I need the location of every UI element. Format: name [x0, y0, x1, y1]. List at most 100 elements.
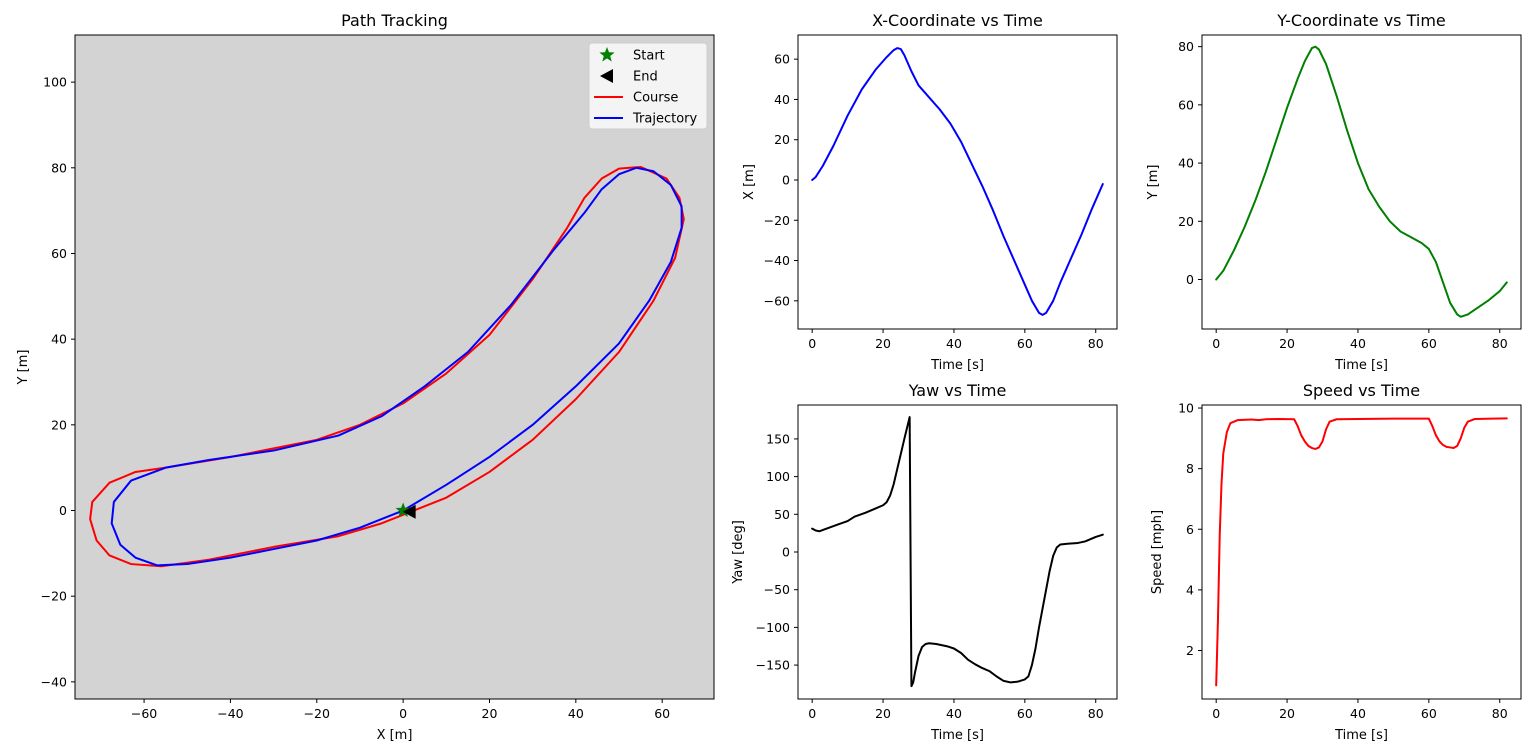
x-tick-label: 20	[875, 336, 891, 351]
x-axis-label: Time [s]	[930, 358, 984, 373]
x-tick-label: 40	[1350, 706, 1366, 721]
y-tick-label: 8	[1186, 461, 1194, 476]
y-tick-label: 40	[1178, 156, 1194, 171]
x-tick-label: 80	[1492, 336, 1508, 351]
legend: Start End Course Trajectory	[588, 42, 708, 130]
y-axis-label: X [m]	[742, 164, 757, 200]
y-tick-label: 0	[59, 503, 67, 518]
x-tick-label: 0	[808, 336, 816, 351]
plot-frame	[74, 34, 715, 700]
chart-speed: 0 20 40 60 80 2 4 6 8 10 Speed vs Time Time [s] Spee…	[1150, 381, 1522, 743]
y-tick-label: −20	[41, 589, 67, 604]
x-tick-label: 60	[1017, 706, 1033, 721]
x-tick-label: 80	[1088, 706, 1104, 721]
series-line-speed	[1215, 417, 1508, 687]
y-tick-label: 150	[766, 431, 790, 446]
y-tick-label: 40	[774, 92, 790, 107]
y-tick-label: 50	[774, 507, 790, 522]
legend-label-course: Course	[633, 91, 678, 106]
y-tick-label: 80	[1178, 39, 1194, 54]
plot-frame	[1201, 404, 1522, 700]
y-tick-label: −40	[41, 674, 67, 689]
x-axis-label: Time [s]	[930, 728, 984, 743]
marker-start	[395, 502, 411, 517]
x-tick-label: 40	[1350, 336, 1366, 351]
legend-label-trajectory: Trajectory	[632, 112, 697, 127]
x-axis-label: Time [s]	[1334, 358, 1388, 373]
series-line-course	[89, 165, 685, 568]
plot-area	[798, 405, 1117, 699]
y-tick-label: −20	[764, 213, 790, 228]
y-tick-label: −150	[756, 658, 790, 673]
y-tick-label: 60	[1178, 97, 1194, 112]
y-tick-label: 20	[774, 132, 790, 147]
chart-yaw: 0 20 40 60 80 −150 −100 −50 0 50 100 150 Yaw vs Time…	[731, 381, 1118, 743]
series-line-xcoord	[811, 47, 1104, 316]
x-tick-label: 60	[1421, 336, 1437, 351]
plot-area	[1202, 405, 1521, 699]
y-tick-label: 2	[1186, 643, 1194, 658]
chart-title: X-Coordinate vs Time	[872, 11, 1043, 30]
series-line-ycoord	[1215, 45, 1508, 318]
x-tick-label: 20	[482, 706, 498, 721]
y-tick-label: 40	[51, 332, 67, 347]
y-tick-label: 6	[1186, 522, 1194, 537]
plot-area	[75, 35, 714, 699]
y-tick-label: 20	[51, 417, 67, 432]
y-tick-label: −40	[764, 253, 790, 268]
legend-label-end: End	[633, 70, 658, 85]
plot-area	[798, 35, 1117, 329]
x-tick-label: 0	[1212, 706, 1220, 721]
x-tick-label: 0	[1212, 336, 1220, 351]
chart-xcoord: 0 20 40 60 80 −60 −40 −20 0 20 40 60 X-Coordinate vs…	[742, 11, 1118, 373]
y-tick-label: 4	[1186, 582, 1194, 597]
y-tick-label: 80	[51, 160, 67, 175]
y-tick-label: 60	[51, 246, 67, 261]
y-tick-label: 20	[1178, 214, 1194, 229]
series-line-yaw	[811, 416, 1104, 688]
y-axis-label: Yaw [deg]	[731, 520, 746, 585]
y-tick-label: 100	[43, 75, 67, 90]
y-tick-label: 100	[766, 469, 790, 484]
y-tick-label: 0	[1186, 272, 1194, 287]
x-tick-label: 60	[1017, 336, 1033, 351]
x-tick-label: 20	[1279, 706, 1295, 721]
y-tick-label: −100	[756, 620, 790, 635]
y-tick-label: 10	[1178, 401, 1194, 416]
x-tick-label: 40	[568, 706, 584, 721]
y-tick-label: 60	[774, 52, 790, 67]
x-tick-label: 40	[946, 336, 962, 351]
x-tick-label: 40	[946, 706, 962, 721]
chart-title: Y-Coordinate vs Time	[1276, 11, 1446, 30]
y-tick-label: −50	[764, 582, 790, 597]
legend-swatch-start	[599, 47, 615, 62]
chart-path: −60 −40 −20 0 20 40 60 −40 −20 0 20 40 60 80 100 Path T…	[16, 11, 715, 743]
legend-label-start: Start	[633, 49, 665, 64]
chart-title: Path Tracking	[341, 11, 448, 30]
marker-end	[402, 504, 416, 519]
series-line-trajectory	[110, 166, 683, 567]
x-tick-label: −60	[131, 706, 157, 721]
plot-area	[1202, 35, 1521, 329]
y-tick-label: 0	[782, 545, 790, 560]
x-tick-label: 0	[399, 706, 407, 721]
x-tick-label: 20	[1279, 336, 1295, 351]
x-tick-label: 20	[875, 706, 891, 721]
x-tick-label: 60	[654, 706, 670, 721]
x-tick-label: 80	[1088, 336, 1104, 351]
chart-title: Yaw vs Time	[908, 381, 1007, 400]
x-tick-label: −20	[304, 706, 330, 721]
y-tick-label: 0	[782, 172, 790, 187]
y-axis-label: Y [m]	[16, 350, 31, 386]
chart-ycoord: 0 20 40 60 80 0 20 40 60 80 Y-Coordinate vs Time Ti…	[1146, 11, 1522, 373]
x-tick-label: 80	[1492, 706, 1508, 721]
plot-frame	[797, 34, 1118, 330]
legend-box	[588, 42, 708, 130]
x-axis-label: X [m]	[377, 728, 413, 743]
x-tick-label: −40	[217, 706, 243, 721]
plot-frame	[1201, 34, 1522, 330]
legend-swatch-end	[600, 69, 613, 83]
x-tick-label: 60	[1421, 706, 1437, 721]
